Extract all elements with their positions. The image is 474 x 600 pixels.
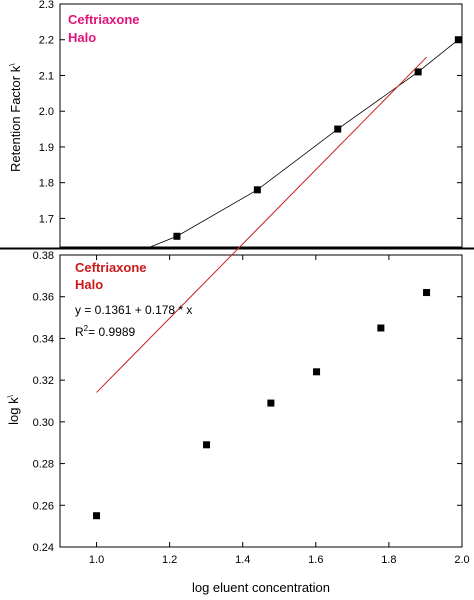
top-series-line xyxy=(149,39,459,247)
top-data-point xyxy=(454,36,462,44)
bottom-x-tick-label: 1.2 xyxy=(162,554,177,566)
bottom-y-tick-label: 0.30 xyxy=(33,417,54,429)
bottom-title-line-2: Halo xyxy=(75,277,103,292)
fit-equation: y = 0.1361 + 0.178 * x xyxy=(75,303,192,317)
top-y-tick-label: 2.0 xyxy=(39,106,54,118)
bottom-chart: 0.240.260.280.300.320.340.360.38 1.0 1.2 1… xyxy=(6,56,470,595)
bottom-y-tick-label: 0.32 xyxy=(33,375,54,387)
top-title-line-1: Ceftriaxone xyxy=(68,12,140,27)
top-plot-frame xyxy=(59,3,463,248)
top-y-axis-label: Retention Factor k\ xyxy=(8,63,23,172)
fit-line xyxy=(96,56,427,393)
top-y-tick-label: 2.2 xyxy=(39,35,54,47)
bottom-x-tick-label: 1.8 xyxy=(381,554,396,566)
bottom-x-tick-label: 1.6 xyxy=(308,554,323,566)
top-y-axis: 1.7 1.8 1.9 2.0 2.1 2.2 2.3 xyxy=(39,0,462,225)
r-squared-prefix: R xyxy=(75,325,84,339)
bottom-x-tick-label: 1.4 xyxy=(235,554,250,566)
bottom-y-tick-label: 0.24 xyxy=(33,542,54,554)
bottom-x-tick-label: 1.0 xyxy=(89,554,104,566)
top-data-point xyxy=(173,232,181,240)
bottom-data-point xyxy=(267,399,275,407)
top-data-point xyxy=(334,125,342,133)
top-y-tick-label: 2.1 xyxy=(39,70,54,82)
bottom-y-axis: 0.24 0.26 0.28 0.30 0.32 0.34 0.36 0.38 xyxy=(33,250,462,554)
bottom-x-axis-label: log eluent concentration xyxy=(192,580,330,595)
top-data-point xyxy=(253,186,261,194)
bottom-y-axis-label-sup: \ xyxy=(6,394,15,397)
top-data-point xyxy=(414,68,422,76)
bottom-x-axis: 1.0 1.2 1.4 1.6 1.8 2.0 xyxy=(89,255,470,566)
top-y-tick-label: 1.8 xyxy=(39,178,54,190)
bottom-y-tick-label: 0.36 xyxy=(33,292,54,304)
top-series xyxy=(149,36,462,247)
top-chart: 1.7 1.8 1.9 2.0 2.1 2.2 2.3 Ceftriaxone Halo R… xyxy=(8,0,463,248)
bottom-data-point xyxy=(423,289,431,297)
top-y-tick-label: 1.9 xyxy=(39,142,54,154)
bottom-data-point xyxy=(203,441,211,449)
bottom-y-tick-label: 0.28 xyxy=(33,459,54,471)
bottom-series xyxy=(93,56,431,520)
top-y-tick-label: 1.7 xyxy=(39,213,54,225)
top-y-axis-label-text: Retention Factor k xyxy=(8,65,23,172)
bottom-data-point xyxy=(93,512,101,520)
top-series-group xyxy=(149,36,462,247)
bottom-data-point xyxy=(377,324,385,332)
bottom-y-tick-label: 0.26 xyxy=(33,500,54,512)
top-y-axis-label-sup: \ xyxy=(8,63,17,66)
bottom-y-tick-label: 0.34 xyxy=(33,333,54,345)
bottom-x-tick-label: 2.0 xyxy=(454,554,469,566)
top-y-tick-label: 2.3 xyxy=(39,0,54,11)
bottom-data-point xyxy=(313,368,321,376)
bottom-plot-frame xyxy=(59,254,463,548)
r-squared-sup: 2 xyxy=(84,324,89,333)
bottom-y-axis-label-text: log k xyxy=(6,397,21,425)
r-squared: R2= 0.9989 xyxy=(75,324,135,339)
top-title-line-2: Halo xyxy=(68,30,96,45)
bottom-title-line-1: Ceftriaxone xyxy=(75,260,147,275)
bottom-y-axis-label: log k\ xyxy=(6,394,21,424)
r-squared-value: = 0.9989 xyxy=(88,325,135,339)
bottom-y-tick-label: 0.38 xyxy=(33,250,54,262)
